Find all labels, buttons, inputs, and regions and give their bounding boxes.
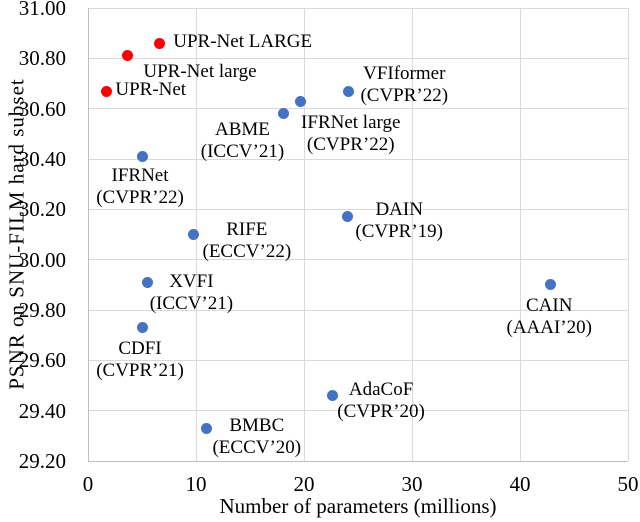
y-tick-label-30.00: 30.00 bbox=[18, 247, 66, 272]
label-cdfi: CDFI (CVPR’21) bbox=[96, 338, 184, 382]
y-tick-label-30.20: 30.20 bbox=[18, 197, 66, 222]
label-abme: ABME (ICCV’21) bbox=[201, 119, 284, 163]
label-vfiformer-venue: (CVPR’22) bbox=[360, 85, 449, 107]
label-cain-venue: (AAAI’20) bbox=[506, 316, 592, 338]
v-gridline-50 bbox=[627, 8, 629, 461]
point-upr-net bbox=[100, 85, 112, 97]
y-tick-label-30.60: 30.60 bbox=[18, 96, 66, 121]
label-upr-net-large: UPR-Net LARGE bbox=[173, 31, 312, 53]
point-cdfi bbox=[136, 322, 148, 334]
x-tick-label-30: 30 bbox=[401, 472, 423, 496]
label-abme-venue: (ICCV’21) bbox=[200, 140, 285, 162]
label-xvfi-name: XVFI bbox=[169, 271, 214, 293]
v-gridline-30 bbox=[411, 8, 413, 461]
label-xvfi: XVFI (ICCV’21) bbox=[150, 271, 233, 315]
label-cain-name: CAIN bbox=[526, 294, 573, 316]
v-gridline-40 bbox=[519, 8, 521, 461]
x-axis-line bbox=[88, 461, 628, 462]
label-upr-net-large-name: UPR-Net LARGE bbox=[173, 31, 313, 53]
label-dain-name: DAIN bbox=[375, 198, 423, 220]
y-tick-label-29.80: 29.80 bbox=[18, 298, 66, 322]
y-tick-label-30.40: 30.40 bbox=[18, 147, 66, 171]
label-ifrnet-venue: (CVPR’22) bbox=[96, 187, 184, 209]
v-gridline-20 bbox=[303, 8, 305, 461]
x-tick-label-10: 10 bbox=[185, 472, 207, 496]
point-ifrnet-large bbox=[295, 95, 307, 107]
y-tick-label-30.80: 30.80 bbox=[18, 46, 66, 71]
label-ifrnet-large-venue: (CVPR’22) bbox=[306, 134, 395, 156]
x-tick-label-40: 40 bbox=[509, 472, 531, 496]
label-ifrnet-name: IFRNet bbox=[111, 165, 169, 187]
y-axis-line bbox=[88, 8, 89, 462]
label-rife-name: RIFE bbox=[226, 218, 268, 240]
label-bmbc-name: BMBC bbox=[229, 415, 285, 437]
y-tick-label-29.40: 29.40 bbox=[18, 398, 66, 423]
y-tick-label-31.00: 31.00 bbox=[18, 0, 66, 20]
label-ifrnet: IFRNet (CVPR’22) bbox=[96, 165, 184, 209]
label-upr-net-large: UPR-Net large bbox=[143, 61, 256, 83]
label-upr-net-large-name: UPR-Net large bbox=[143, 60, 257, 82]
point-upr-net-large bbox=[153, 37, 165, 49]
y-tick-label-29.60: 29.60 bbox=[18, 348, 66, 373]
point-xvfi bbox=[141, 276, 153, 288]
x-tick-label-20: 20 bbox=[293, 472, 315, 496]
point-rife bbox=[188, 229, 200, 240]
h-gridline-29.80 bbox=[88, 309, 628, 311]
label-cdfi-name: CDFI bbox=[118, 337, 162, 359]
h-gridline-31.00 bbox=[88, 7, 628, 9]
x-tick-label-0: 0 bbox=[82, 472, 94, 496]
label-vfiformer-name: VFIformer bbox=[363, 63, 446, 85]
label-ifrnet-large-name: IFRNet large bbox=[301, 112, 401, 134]
point-vfiformer bbox=[342, 85, 354, 97]
label-abme-name: ABME bbox=[215, 118, 270, 140]
point-cain bbox=[544, 279, 556, 291]
label-rife: RIFE (ECCV’22) bbox=[203, 219, 292, 263]
h-gridline-29.40 bbox=[88, 410, 628, 412]
label-ifrnet-large: IFRNet large (CVPR’22) bbox=[301, 112, 400, 156]
label-rife-venue: (ECCV’22) bbox=[202, 240, 292, 262]
label-adacof-name: AdaCoF bbox=[348, 378, 414, 400]
x-tick-label-50: 50 bbox=[617, 472, 639, 496]
plot-area: UPR-Net UPR-Net large UPR-Net LARGE VFIform… bbox=[88, 7, 629, 462]
point-abme bbox=[277, 108, 289, 120]
y-tick-label-29.20: 29.20 bbox=[18, 449, 66, 473]
point-adacof bbox=[326, 390, 338, 402]
point-dain bbox=[341, 211, 353, 223]
h-gridline-30.20 bbox=[88, 208, 628, 210]
h-gridline-30.60 bbox=[88, 108, 628, 110]
point-ifrnet bbox=[136, 150, 148, 162]
h-gridline-29.60 bbox=[88, 359, 628, 361]
label-bmbc-venue: (ECCV’20) bbox=[212, 437, 302, 459]
h-gridline-30.40 bbox=[88, 158, 628, 160]
label-upr-net-name: UPR-Net bbox=[115, 79, 187, 101]
y-axis-tick-labels: 31.00 30.80 30.60 30.40 30.20 30.00 29.80 29.60… bbox=[0, 0, 66, 522]
h-gridline-30.00 bbox=[88, 259, 628, 261]
label-dain: DAIN (CVPR’19) bbox=[355, 199, 443, 243]
label-bmbc: BMBC (ECCV’20) bbox=[212, 415, 301, 459]
point-bmbc bbox=[201, 422, 213, 434]
label-upr-net: UPR-Net bbox=[115, 79, 186, 101]
h-gridline-30.80 bbox=[88, 57, 628, 59]
x-axis-title: Number of parameters (millions) bbox=[219, 494, 497, 518]
label-cain: CAIN (AAAI’20) bbox=[506, 295, 591, 339]
label-xvfi-venue: (ICCV’21) bbox=[149, 293, 234, 315]
label-adacof: AdaCoF (CVPR’20) bbox=[337, 379, 425, 423]
point-upr-net-large bbox=[122, 50, 134, 62]
label-cdfi-venue: (CVPR’21) bbox=[96, 359, 184, 381]
label-vfiformer: VFIformer (CVPR’22) bbox=[360, 63, 448, 107]
label-dain-venue: (CVPR’19) bbox=[355, 220, 443, 242]
label-adacof-venue: (CVPR’20) bbox=[337, 400, 425, 422]
